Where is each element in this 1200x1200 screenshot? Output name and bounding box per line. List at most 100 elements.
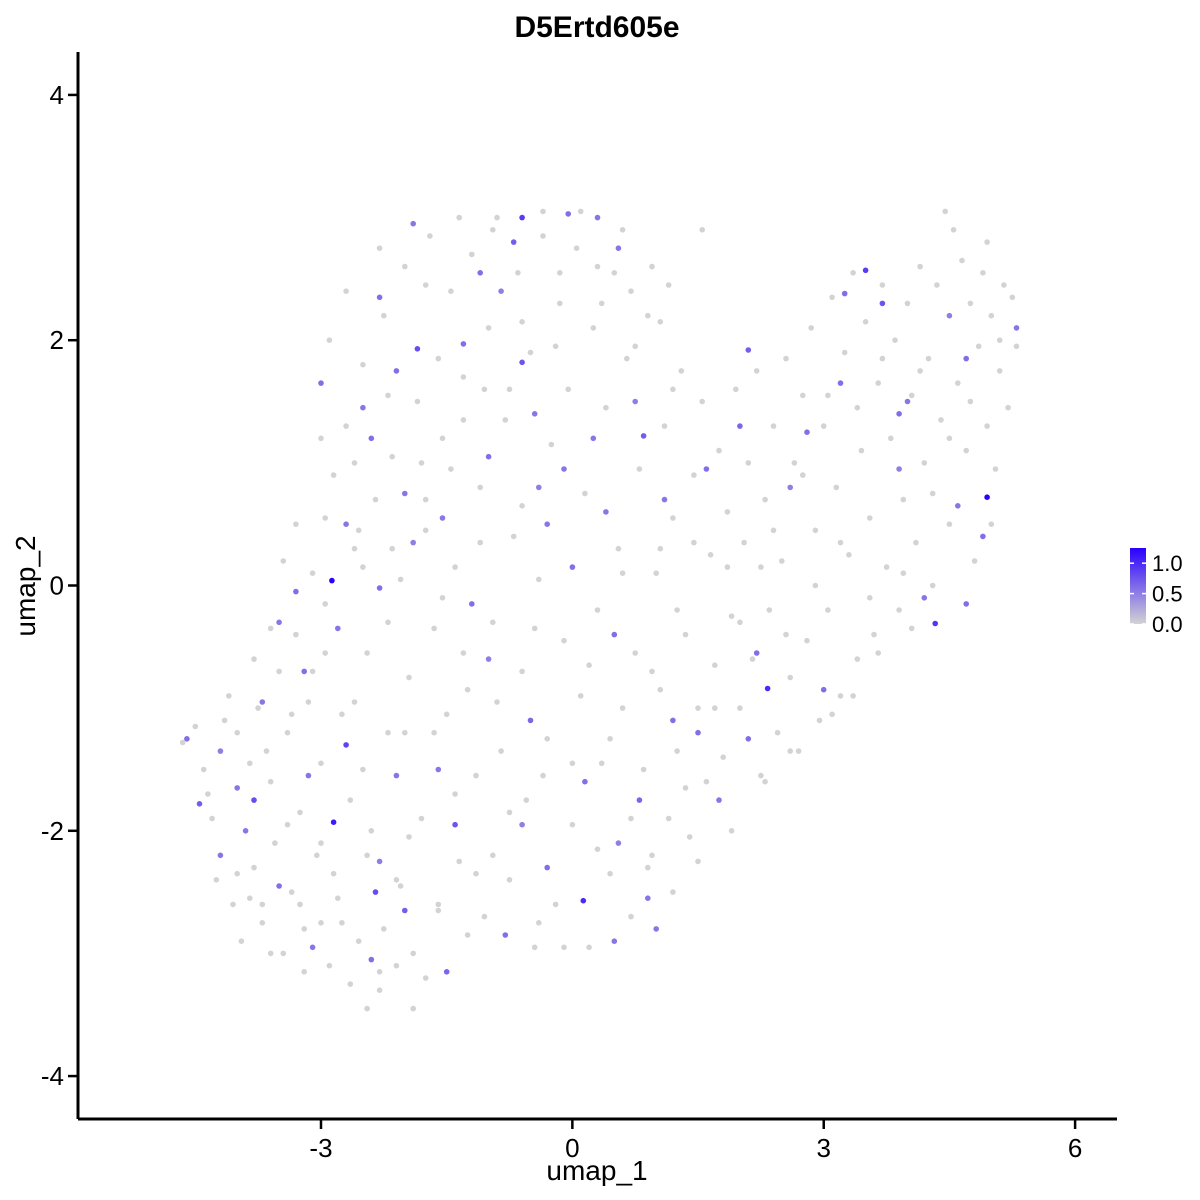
data-point: [414, 346, 421, 352]
data-point: [971, 558, 978, 564]
data-point: [908, 625, 915, 632]
data-point: [276, 619, 282, 626]
data-point: [226, 693, 232, 699]
data-point: [946, 435, 953, 442]
data-point: [569, 821, 576, 828]
data-point: [389, 545, 396, 552]
data-point: [393, 962, 400, 969]
data-point: [580, 897, 587, 904]
data-point: [984, 423, 990, 429]
data-point: [753, 650, 760, 656]
data-point: [422, 496, 429, 503]
data-point: [460, 417, 467, 423]
data-point: [351, 460, 358, 466]
data-point: [967, 300, 974, 307]
data-point: [712, 705, 718, 711]
data-point: [335, 895, 341, 901]
data-point: [896, 466, 902, 472]
data-point: [477, 484, 484, 491]
data-point: [309, 944, 316, 951]
data-point: [611, 631, 618, 638]
data-point: [670, 717, 676, 724]
data-point: [519, 668, 525, 675]
data-point: [649, 263, 655, 270]
data-point: [418, 815, 425, 822]
data-point: [326, 962, 333, 969]
data-point: [640, 433, 647, 439]
data-point: [305, 772, 312, 779]
data-point: [996, 368, 1003, 374]
data-point: [695, 858, 701, 865]
data-point: [577, 208, 584, 215]
data-point: [691, 472, 697, 478]
x-tick-label: 6: [1068, 1133, 1082, 1163]
data-point: [402, 907, 408, 914]
data-point: [929, 490, 936, 497]
y-tick-label: -4: [41, 1061, 64, 1091]
data-point: [477, 539, 484, 546]
data-point: [213, 877, 220, 883]
data-point: [787, 674, 793, 681]
data-point: [293, 588, 299, 595]
data-point: [632, 343, 638, 350]
data-point: [498, 748, 504, 754]
data-point: [586, 944, 592, 951]
data-point: [335, 625, 341, 632]
data-point: [435, 907, 442, 914]
colorbar-gradient: [1130, 548, 1146, 624]
colorbar-tick-label: 0.5: [1152, 582, 1183, 607]
data-point: [519, 214, 525, 221]
data-point: [665, 815, 672, 822]
data-point: [477, 270, 484, 276]
data-point: [360, 361, 366, 368]
data-point: [293, 521, 299, 527]
data-point: [360, 404, 366, 411]
data-point: [385, 619, 391, 626]
data-point: [586, 662, 592, 668]
data-point: [636, 466, 643, 472]
data-point: [569, 760, 576, 767]
data-point: [439, 595, 446, 601]
data-point: [330, 472, 337, 478]
data-point: [490, 852, 496, 859]
data-point: [628, 913, 634, 920]
data-point: [452, 821, 458, 828]
data-point: [900, 496, 907, 503]
data-point: [435, 766, 442, 773]
data-point: [469, 251, 475, 258]
data-point: [301, 668, 308, 675]
data-point: [632, 650, 638, 656]
data-point: [519, 319, 525, 325]
data-point: [603, 404, 609, 411]
data-point: [787, 748, 793, 754]
data-point: [519, 503, 525, 509]
data-point: [984, 494, 990, 501]
data-point: [770, 423, 777, 429]
data-point: [557, 270, 563, 276]
data-point: [582, 490, 588, 497]
data-point: [812, 582, 819, 589]
data-point: [540, 772, 546, 779]
data-point: [607, 736, 613, 742]
data-point: [376, 245, 383, 251]
data-point: [536, 484, 542, 491]
data-point: [531, 625, 538, 632]
data-point: [288, 711, 295, 718]
data-point: [297, 809, 303, 816]
data-point: [569, 564, 576, 570]
data-point: [355, 527, 362, 534]
data-point: [598, 760, 605, 767]
data-point: [854, 656, 861, 662]
points-layer: [179, 208, 1020, 1012]
data-point: [431, 729, 437, 736]
data-point: [406, 674, 412, 681]
data-point: [867, 515, 873, 521]
data-point: [464, 932, 471, 938]
data-point: [347, 981, 354, 987]
data-point: [565, 386, 571, 393]
data-point: [745, 460, 752, 466]
y-tick-label: 2: [50, 325, 64, 355]
data-point: [221, 717, 228, 724]
data-point: [318, 435, 324, 442]
color-legend: 0.0 0.5 1.0: [1130, 548, 1183, 637]
